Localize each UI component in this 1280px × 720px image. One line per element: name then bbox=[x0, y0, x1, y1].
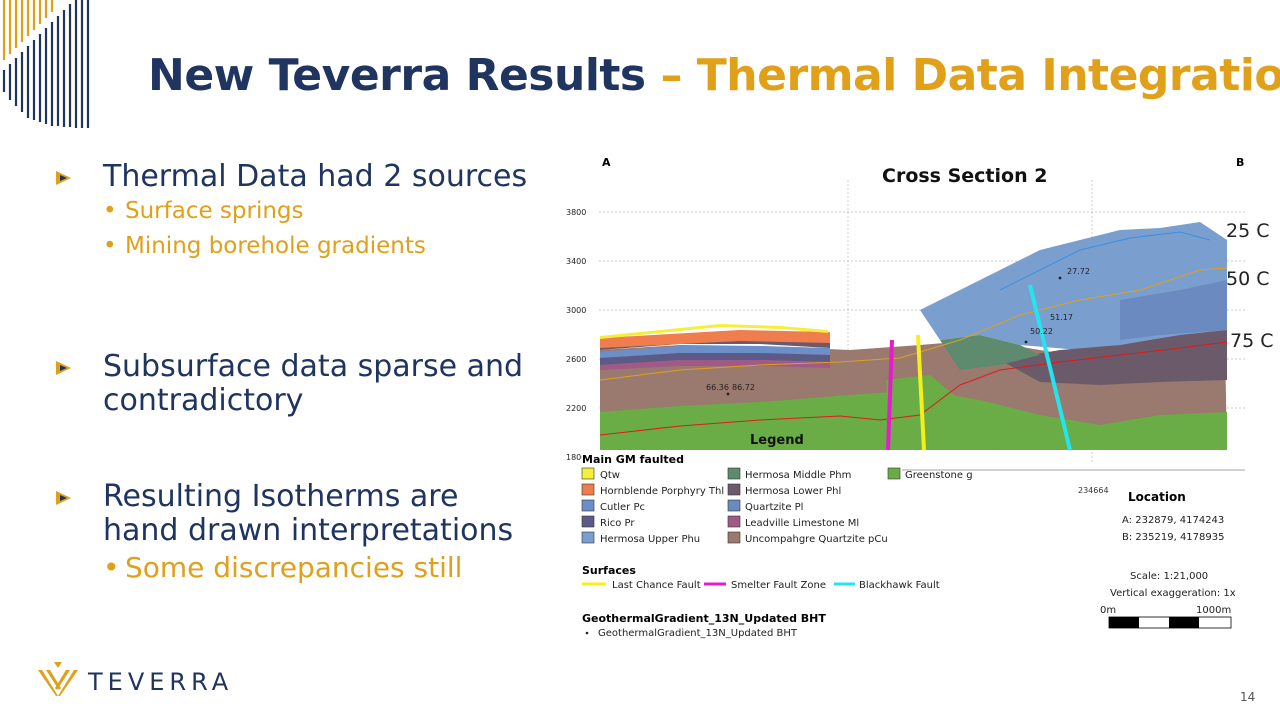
surface-item: Blackhawk Fault bbox=[859, 580, 940, 591]
unit-hermosa-lower bbox=[1000, 330, 1227, 385]
unit-quartzite bbox=[1120, 280, 1227, 340]
legend-item: Hermosa Lower Phl bbox=[745, 486, 841, 497]
gradient-point-icon bbox=[585, 631, 589, 635]
dot-icon: • bbox=[103, 233, 117, 259]
legend-item: Uncompahgre Quartzite pCu bbox=[745, 534, 888, 545]
y-tick: 3000 bbox=[566, 306, 586, 315]
borehole-point bbox=[1058, 276, 1062, 280]
scale-end: 1000m bbox=[1196, 605, 1231, 616]
bullet-thermal-sources: Thermal Data had 2 sources • Surface spri… bbox=[55, 160, 535, 264]
legend-group: Main GM faulted bbox=[582, 453, 684, 466]
dot-icon: • bbox=[103, 551, 120, 584]
isotherm-25c bbox=[999, 231, 1211, 291]
legend-item: Cutler Pc bbox=[600, 502, 645, 513]
unit-hermosa-middle bbox=[940, 335, 1040, 370]
y-tick: 2200 bbox=[566, 404, 586, 413]
label-a: A bbox=[602, 156, 611, 169]
sub-bullet-discrepancies: • Some discrepancies still bbox=[103, 548, 535, 588]
bullet-isotherms: Resulting Isotherms are hand drawn inter… bbox=[55, 480, 535, 588]
isotherm-50c bbox=[599, 267, 1228, 381]
y-tick: 2600 bbox=[566, 355, 586, 364]
last-chance-fault bbox=[916, 334, 926, 451]
isotherm-label-75c: 75 C bbox=[1230, 330, 1274, 352]
location-title: Location bbox=[1128, 490, 1186, 504]
legend-item: Hermosa Middle Phm bbox=[745, 470, 851, 481]
sub-bullet-surface-springs: • Surface springs bbox=[103, 194, 535, 229]
gradient-item: GeothermalGradient_13N_Updated BHT bbox=[598, 628, 798, 639]
legend-panel bbox=[582, 452, 902, 548]
triangle-bullet-icon bbox=[56, 491, 71, 505]
surface-item: Last Chance Fault bbox=[612, 580, 701, 591]
legend-item: Hermosa Upper Phu bbox=[600, 534, 700, 545]
point-label: 51.17 bbox=[1050, 313, 1073, 322]
legend-item: Hornblende Porphyry Thl bbox=[600, 486, 724, 497]
unit-leadville bbox=[600, 360, 830, 370]
unit-hornblende-porphyry bbox=[600, 330, 830, 348]
unit-greenstone-fault-block bbox=[886, 375, 1000, 450]
x-tick: 234664 bbox=[1078, 486, 1109, 495]
y-tick: 3800 bbox=[566, 208, 586, 217]
y-tick: 1800 bbox=[566, 453, 586, 462]
dot-icon: • bbox=[103, 198, 117, 224]
cross-section-figure: A B Cross Section 2 3800 3400 3000 2600 … bbox=[560, 150, 1260, 650]
teverra-corner-logo bbox=[2, 0, 90, 128]
isotherm-75c bbox=[599, 341, 1228, 436]
legend-title: Legend bbox=[750, 433, 804, 448]
blackhawk-fault bbox=[1028, 284, 1072, 451]
triangle-bullet-icon bbox=[56, 361, 71, 375]
point-label: 66.36 bbox=[706, 383, 729, 392]
scale-bar bbox=[1108, 616, 1232, 629]
legend-item: Quartzite Pl bbox=[745, 502, 803, 513]
title-accent: – Thermal Data Integration bbox=[660, 50, 1280, 101]
legend-item: Rico Pr bbox=[600, 518, 635, 529]
legend-item: Greenstone g bbox=[905, 470, 973, 481]
surface-item: Smelter Fault Zone bbox=[731, 580, 826, 591]
point-label: 50.22 bbox=[1030, 327, 1053, 336]
slide-title: New Teverra Results – Thermal Data Integ… bbox=[148, 50, 1280, 101]
point-label: 86.72 bbox=[732, 383, 755, 392]
bullet-subsurface-data: Subsurface data sparse and contradictory bbox=[55, 350, 535, 418]
sub-bullet-borehole-gradients: • Mining borehole gradients bbox=[103, 229, 535, 264]
vertical-exaggeration: Vertical exaggeration: 1x bbox=[1110, 588, 1236, 599]
isotherm-label-25c: 25 C bbox=[1226, 220, 1270, 242]
y-tick: 3400 bbox=[566, 257, 586, 266]
bullet-text: Subsurface data sparse and contradictory bbox=[103, 349, 524, 418]
surfaces-legend: Last Chance Fault Smelter Fault Zone Bla… bbox=[582, 580, 940, 591]
page-number: 14 bbox=[1240, 690, 1256, 704]
scale-text: Scale: 1:21,000 bbox=[1130, 571, 1208, 582]
triangle-bullet-icon bbox=[56, 171, 71, 185]
isotherm-label-50c: 50 C bbox=[1226, 268, 1270, 290]
label-b: B bbox=[1236, 156, 1244, 169]
legend-item: Leadville Limestone Ml bbox=[745, 518, 859, 529]
scale-start: 0m bbox=[1100, 605, 1116, 616]
gradient-title: GeothermalGradient_13N_Updated BHT bbox=[582, 612, 826, 625]
teverra-logo-icon bbox=[38, 662, 78, 696]
borehole-point bbox=[726, 392, 730, 396]
cross-section-title: Cross Section 2 bbox=[882, 165, 1047, 187]
point-label: 27.72 bbox=[1067, 267, 1090, 276]
location-a: A: 232879, 4174243 bbox=[1122, 515, 1224, 526]
surfaces-title: Surfaces bbox=[582, 564, 636, 577]
bullet-text: Resulting Isotherms are hand drawn inter… bbox=[103, 479, 514, 548]
legend-items: Qtw Hornblende Porphyry Thl Cutler Pc Ri… bbox=[581, 467, 973, 545]
geology-section bbox=[600, 222, 1227, 450]
unit-cutler bbox=[600, 346, 830, 358]
title-main: New Teverra Results bbox=[148, 50, 646, 101]
bullet-text: Thermal Data had 2 sources bbox=[103, 159, 528, 194]
location-b: B: 235219, 4178935 bbox=[1122, 532, 1224, 543]
legend-item: Qtw bbox=[600, 470, 620, 481]
smelter-fault bbox=[886, 339, 894, 451]
fault-lines bbox=[886, 284, 1072, 451]
brand-name: TEVERRA bbox=[88, 668, 234, 696]
unit-qtw bbox=[600, 324, 828, 339]
borehole-point bbox=[1024, 340, 1028, 344]
isotherm-lines bbox=[599, 231, 1228, 436]
unit-rico bbox=[600, 353, 830, 365]
